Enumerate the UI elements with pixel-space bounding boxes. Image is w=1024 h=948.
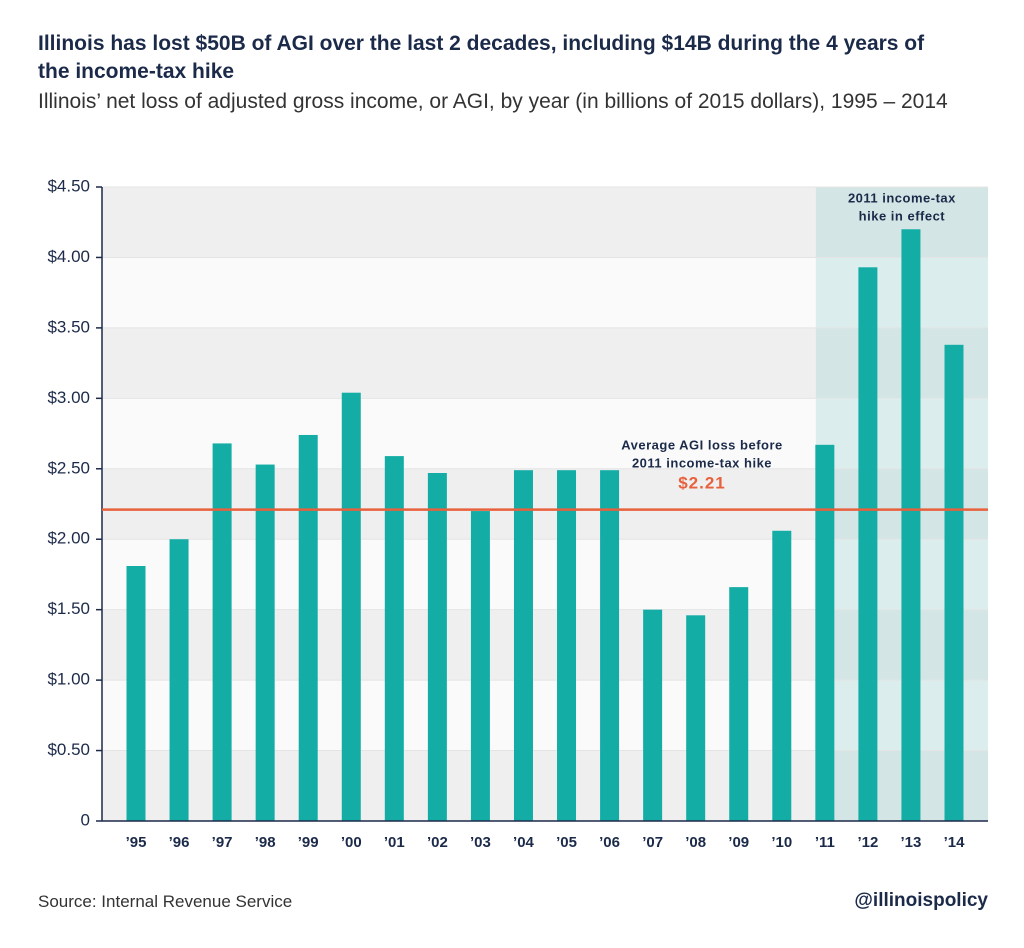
grid-band — [102, 398, 988, 469]
bar — [944, 344, 964, 821]
reference-note: Average AGI loss before — [621, 437, 783, 452]
credit: @illinoispolicy — [854, 890, 988, 911]
bar — [600, 470, 620, 821]
x-tick-label: ’95 — [126, 834, 147, 851]
bar — [427, 473, 447, 821]
bar — [126, 565, 146, 821]
bar — [815, 444, 835, 821]
x-tick-label: ’10 — [771, 834, 792, 851]
x-tick-label: ’14 — [944, 834, 966, 851]
x-tick-label: ’05 — [556, 834, 577, 851]
x-tick-label: ’04 — [513, 834, 535, 851]
y-tick-label: $4.00 — [47, 247, 90, 266]
bar — [298, 434, 318, 821]
y-tick-label: $1.00 — [47, 670, 90, 689]
bar — [341, 392, 361, 821]
y-tick-label: $0.50 — [47, 740, 90, 759]
x-tick-label: ’98 — [255, 834, 276, 851]
y-tick-label: $3.00 — [47, 388, 90, 407]
bar — [513, 470, 533, 821]
y-tick-label: 0 — [81, 810, 90, 829]
bar — [729, 587, 749, 821]
bar — [858, 267, 878, 822]
bar — [384, 456, 404, 821]
x-tick-label: ’01 — [384, 834, 405, 851]
bar — [772, 530, 792, 821]
x-tick-label: ’02 — [427, 834, 448, 851]
grid-band — [102, 539, 988, 610]
reference-label: $2.21 — [678, 473, 726, 492]
chart-title: Illinois has lost $50B of AGI over the l… — [38, 32, 925, 83]
chart-subtitle: Illinois’ net loss of adjusted gross inc… — [38, 90, 948, 113]
y-tick-label: $2.00 — [47, 529, 90, 548]
y-tick-label: $3.50 — [47, 317, 90, 336]
grid-band — [102, 468, 988, 540]
grid-band — [102, 327, 988, 399]
x-tick-label: ’06 — [599, 834, 620, 851]
bar — [169, 539, 189, 821]
x-tick-label: ’12 — [857, 834, 878, 851]
grid-band — [102, 187, 988, 258]
grid-band — [102, 609, 988, 681]
grid-band — [102, 257, 988, 328]
y-tick-label: $1.50 — [47, 599, 90, 618]
x-tick-label: ’00 — [341, 834, 362, 851]
y-tick-label: $4.50 — [47, 176, 90, 195]
bar — [470, 511, 490, 821]
y-tick-label: $2.50 — [47, 458, 90, 477]
bar — [643, 609, 663, 821]
highlight-label: hike in effect — [859, 208, 946, 223]
bar — [255, 464, 275, 821]
highlight-label: 2011 income-tax — [848, 190, 956, 205]
grid-band — [102, 750, 988, 821]
x-tick-label: ’99 — [298, 834, 319, 851]
bar — [557, 470, 577, 821]
x-tick-label: ’13 — [901, 834, 922, 851]
x-tick-label: ’09 — [728, 834, 749, 851]
source: Source: Internal Revenue Service — [38, 892, 293, 911]
bar — [212, 443, 232, 821]
bar — [686, 615, 706, 821]
x-tick-label: ’97 — [212, 834, 233, 851]
x-tick-label: ’96 — [169, 834, 190, 851]
x-tick-label: ’07 — [642, 834, 663, 851]
reference-note: 2011 income-tax hike — [632, 455, 772, 470]
bar — [901, 229, 921, 821]
x-tick-label: ’08 — [685, 834, 706, 851]
x-tick-label: ’11 — [815, 834, 835, 851]
grid-band — [102, 680, 988, 751]
x-tick-label: ’03 — [470, 834, 491, 851]
